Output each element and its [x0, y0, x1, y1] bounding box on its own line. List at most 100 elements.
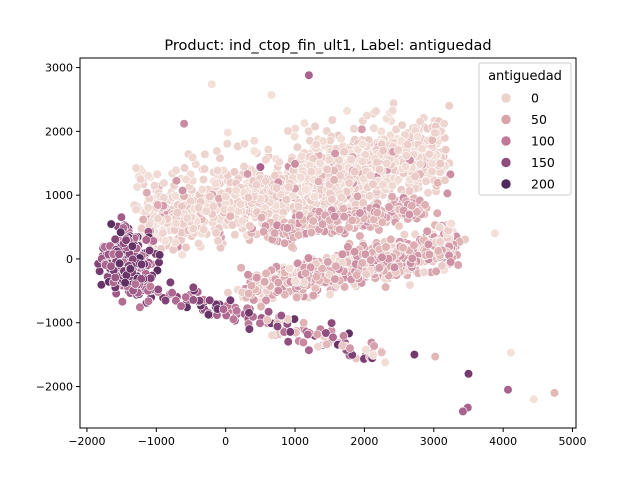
- scatter-point: [227, 220, 237, 230]
- scatter-point: [304, 126, 314, 136]
- scatter-point: [311, 272, 322, 282]
- scatter-point: [294, 202, 304, 212]
- scatter-point: [432, 208, 442, 218]
- scatter-point: [397, 120, 407, 130]
- scatter-point: [159, 178, 169, 188]
- scatter-point: [357, 258, 367, 268]
- scatter-point: [311, 139, 321, 150]
- scatter-point: [380, 357, 390, 368]
- legend-title: antiguedad: [488, 69, 562, 84]
- scatter-point: [274, 157, 284, 167]
- scatter-point: [394, 221, 404, 231]
- scatter-point: [350, 247, 360, 257]
- scatter-point: [423, 239, 434, 249]
- scatter-point: [210, 178, 221, 189]
- scatter-point: [353, 191, 363, 201]
- scatter-point: [371, 106, 381, 116]
- scatter-point: [266, 90, 277, 100]
- scatter-point: [334, 155, 344, 165]
- scatter-point: [198, 174, 209, 185]
- scatter-point: [375, 165, 385, 175]
- scatter-point: [389, 262, 400, 273]
- scatter-point: [171, 218, 181, 228]
- scatter-point: [361, 345, 371, 355]
- scatter-point: [329, 175, 339, 185]
- scatter-point: [231, 185, 241, 195]
- x-tick-label: 4000: [489, 435, 517, 448]
- scatter-point: [246, 281, 257, 291]
- scatter-point: [256, 302, 266, 312]
- scatter-point: [213, 236, 223, 246]
- scatter-point: [188, 295, 198, 305]
- scatter-point: [283, 126, 293, 136]
- y-tick-label: 1000: [45, 189, 73, 202]
- legend-marker: [500, 92, 512, 104]
- scatter-point: [263, 145, 273, 155]
- y-tick-label: 2000: [45, 125, 73, 138]
- scatter-point: [399, 230, 410, 240]
- scatter-point: [430, 128, 440, 138]
- scatter-point: [310, 192, 320, 202]
- scatter-point: [205, 295, 215, 305]
- scatter-point: [381, 242, 391, 252]
- scatter-point: [171, 165, 181, 175]
- scatter-point: [427, 159, 437, 169]
- scatter-point: [335, 224, 345, 235]
- scatter-point: [378, 146, 388, 156]
- legend-label: 200: [531, 177, 555, 192]
- scatter-point: [324, 155, 335, 165]
- scatter-point: [529, 394, 539, 404]
- scatter-point: [393, 175, 403, 185]
- scatter-point: [200, 149, 210, 159]
- scatter-point: [281, 195, 291, 205]
- scatter-point: [181, 242, 191, 252]
- scatter-point: [290, 131, 300, 142]
- scatter-point: [304, 345, 314, 355]
- scatter-point: [503, 385, 513, 395]
- scatter-point: [230, 230, 240, 240]
- scatter-point: [366, 255, 376, 265]
- scatter-point: [384, 202, 394, 212]
- scatter-point: [244, 308, 254, 318]
- scatter-point: [114, 258, 125, 269]
- scatter-point: [313, 342, 323, 352]
- scatter-point: [287, 242, 297, 252]
- scatter-point: [137, 259, 147, 270]
- scatter-point: [116, 212, 126, 222]
- scatter-point: [221, 191, 231, 202]
- scatter-point: [339, 331, 349, 341]
- x-tick-label: 5000: [559, 435, 587, 448]
- scatter-point: [446, 218, 457, 229]
- scatter-point: [327, 318, 337, 328]
- scatter-point: [417, 144, 427, 154]
- scatter-point: [223, 288, 233, 298]
- scatter-point: [338, 204, 348, 214]
- scatter-point: [261, 268, 271, 279]
- scatter-point: [377, 217, 388, 227]
- scatter-point: [236, 263, 246, 273]
- legend-label: 150: [531, 155, 555, 170]
- scatter-point: [239, 139, 250, 149]
- scatter-point: [424, 249, 435, 260]
- scatter-point: [114, 249, 124, 259]
- scatter-point: [172, 208, 182, 218]
- scatter-point: [153, 200, 163, 210]
- scatter-point: [357, 124, 367, 134]
- scatter-point: [327, 194, 337, 204]
- scatter-point: [433, 246, 443, 256]
- scatter-point: [376, 126, 387, 136]
- scatter-point: [290, 159, 300, 169]
- scatter-point: [244, 324, 254, 334]
- scatter-point: [255, 162, 266, 172]
- x-tick-label: 0: [222, 435, 229, 448]
- scatter-point: [292, 142, 303, 152]
- scatter-point: [260, 277, 270, 287]
- scatter-point: [336, 134, 346, 144]
- scatter-point: [239, 161, 249, 171]
- scatter-point: [322, 164, 332, 175]
- scatter-point: [325, 289, 335, 300]
- scatter-point: [420, 200, 430, 210]
- scatter-point: [312, 329, 322, 339]
- scatter-point: [292, 292, 302, 303]
